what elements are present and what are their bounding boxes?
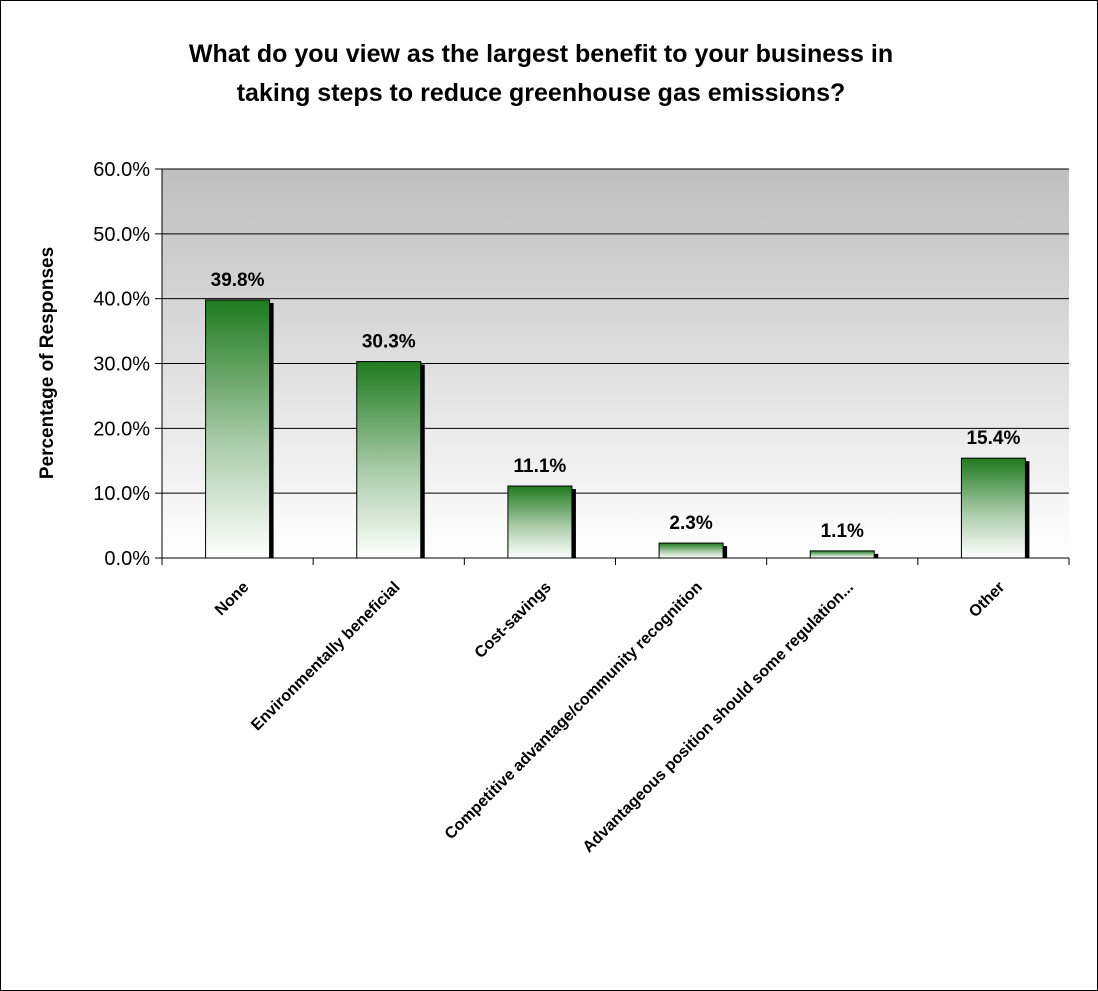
x-tick-label: Other [966,579,1008,621]
bars [205,299,1030,559]
x-tick-label: Cost-savings [472,579,555,662]
bar [960,457,1026,559]
chart-title-line-2: taking steps to reduce greenhouse gas em… [236,79,846,107]
bar [809,550,875,559]
y-tick-label: 50.0% [93,224,150,246]
y-tick-label: 30.0% [93,354,150,376]
data-labels: 39.8% 30.3% 11.1% 2.3% 1.1% 15.4% [211,270,1021,542]
bar [205,299,271,559]
y-axis-ticks: 0.0% 10.0% 20.0% 30.0% 40.0% 50.0% 60.0% [93,159,1070,570]
y-tick-label: 20.0% [93,418,150,440]
chart-title: What do you view as the largest benefit … [101,35,981,113]
y-tick-label: 0.0% [104,548,150,570]
x-tick-label: None [212,579,252,619]
gridlines [162,168,1069,494]
data-label: 1.1% [821,521,864,542]
bar [658,542,724,559]
data-label: 15.4% [966,428,1020,449]
y-tick-label: 40.0% [93,289,150,311]
data-label: 11.1% [514,456,567,477]
data-label: 39.8% [211,270,265,291]
x-tick-label: Environmentally beneficial [248,579,403,734]
bar [356,361,422,559]
y-axis-title: Percentage of Responses [37,247,58,479]
data-label: 30.3% [362,332,416,353]
y-tick-label: 10.0% [93,483,150,505]
x-tick-label: Competitive advantage/community recognit… [442,579,706,843]
data-label: 2.3% [669,513,712,534]
y-tick-label: 60.0% [93,159,150,181]
bar [507,485,573,559]
x-tick-label: Advantageous position should some regula… [580,579,857,856]
chart-title-line-1: What do you view as the largest benefit … [188,40,894,68]
